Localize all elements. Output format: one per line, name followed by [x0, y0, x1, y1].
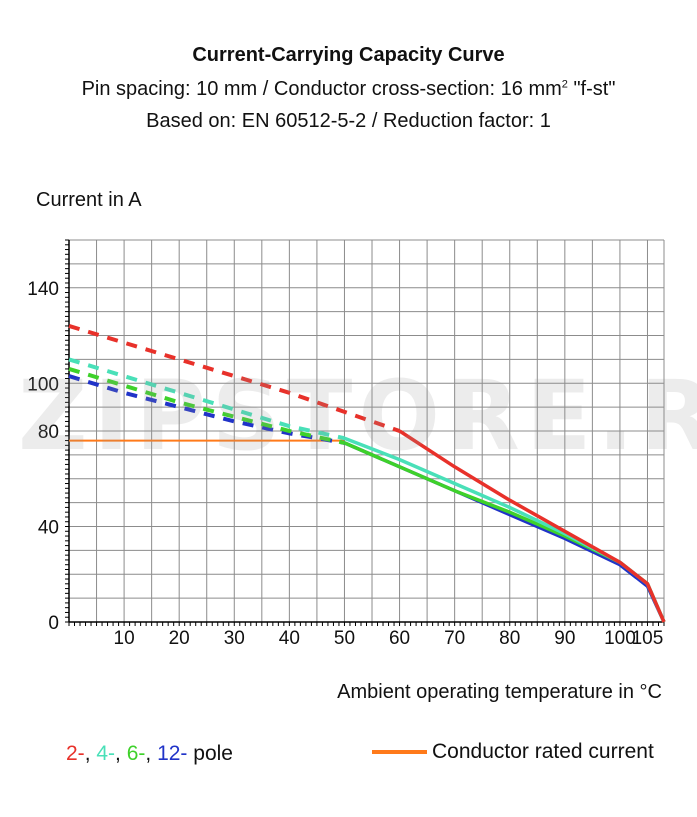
x-tick-label: 40 [279, 628, 300, 649]
x-tick-label: 50 [334, 628, 355, 649]
x-tick-label: 30 [224, 628, 245, 649]
x-tick-label: 90 [554, 628, 575, 649]
x-tick-label: 60 [389, 628, 410, 649]
legend-rated-swatch [372, 750, 427, 754]
x-axis-label: Ambient operating temperature in °C [337, 681, 662, 703]
subtitle-text: Pin spacing: 10 mm / Conductor cross-sec… [81, 78, 562, 100]
legend-pole-item: 6- [126, 742, 146, 765]
legend-pole-item: , [84, 742, 97, 765]
y-tick-label: 140 [27, 279, 59, 300]
x-tick-label: 70 [444, 628, 465, 649]
subtitle-superscript: 2 [561, 78, 568, 91]
legend-pole-item: , [115, 742, 127, 765]
y-tick-label: 100 [27, 374, 59, 395]
y-tick-label: 0 [48, 613, 59, 634]
y-tick-label: 40 [38, 518, 59, 539]
x-tick-label: 20 [169, 628, 190, 649]
series-dashed-4-pole [68, 357, 345, 441]
legend-pole-item: pole [187, 742, 233, 765]
chart-title: Current-Carrying Capacity Curve [192, 44, 505, 66]
chart-subtitle-2: Based on: EN 60512-5-2 / Reduction facto… [146, 110, 551, 132]
legend-poles: 2-, 4-, 6-, 12- pole [66, 742, 233, 766]
x-tick-label: 80 [499, 628, 520, 649]
series-dashed-6-pole [68, 366, 345, 445]
x-tick-label: 100 [604, 628, 636, 649]
series-line-2-pole [398, 429, 666, 623]
legend-pole-item: 4- [96, 742, 116, 765]
chart-subtitle: Pin spacing: 10 mm / Conductor cross-sec… [0, 78, 697, 101]
legend-pole-item: 2- [66, 742, 85, 765]
x-tick-label: 10 [114, 628, 135, 649]
y-axis-label: Current in A [36, 189, 142, 211]
watermark-text: ZIPSTORE.RU [18, 360, 697, 472]
legend-rated: Conductor rated current [372, 740, 654, 764]
legend-pole-item: , [145, 742, 158, 765]
x-tick-label: 105 [632, 628, 664, 649]
legend-pole-item: 12- [157, 742, 188, 765]
y-tick-label: 80 [38, 422, 59, 443]
series-dashed-12-pole [68, 374, 345, 445]
series-dashed-2-pole [68, 323, 401, 433]
legend-rated-label: Conductor rated current [432, 740, 654, 763]
subtitle-suffix: "f-st" [567, 78, 616, 100]
